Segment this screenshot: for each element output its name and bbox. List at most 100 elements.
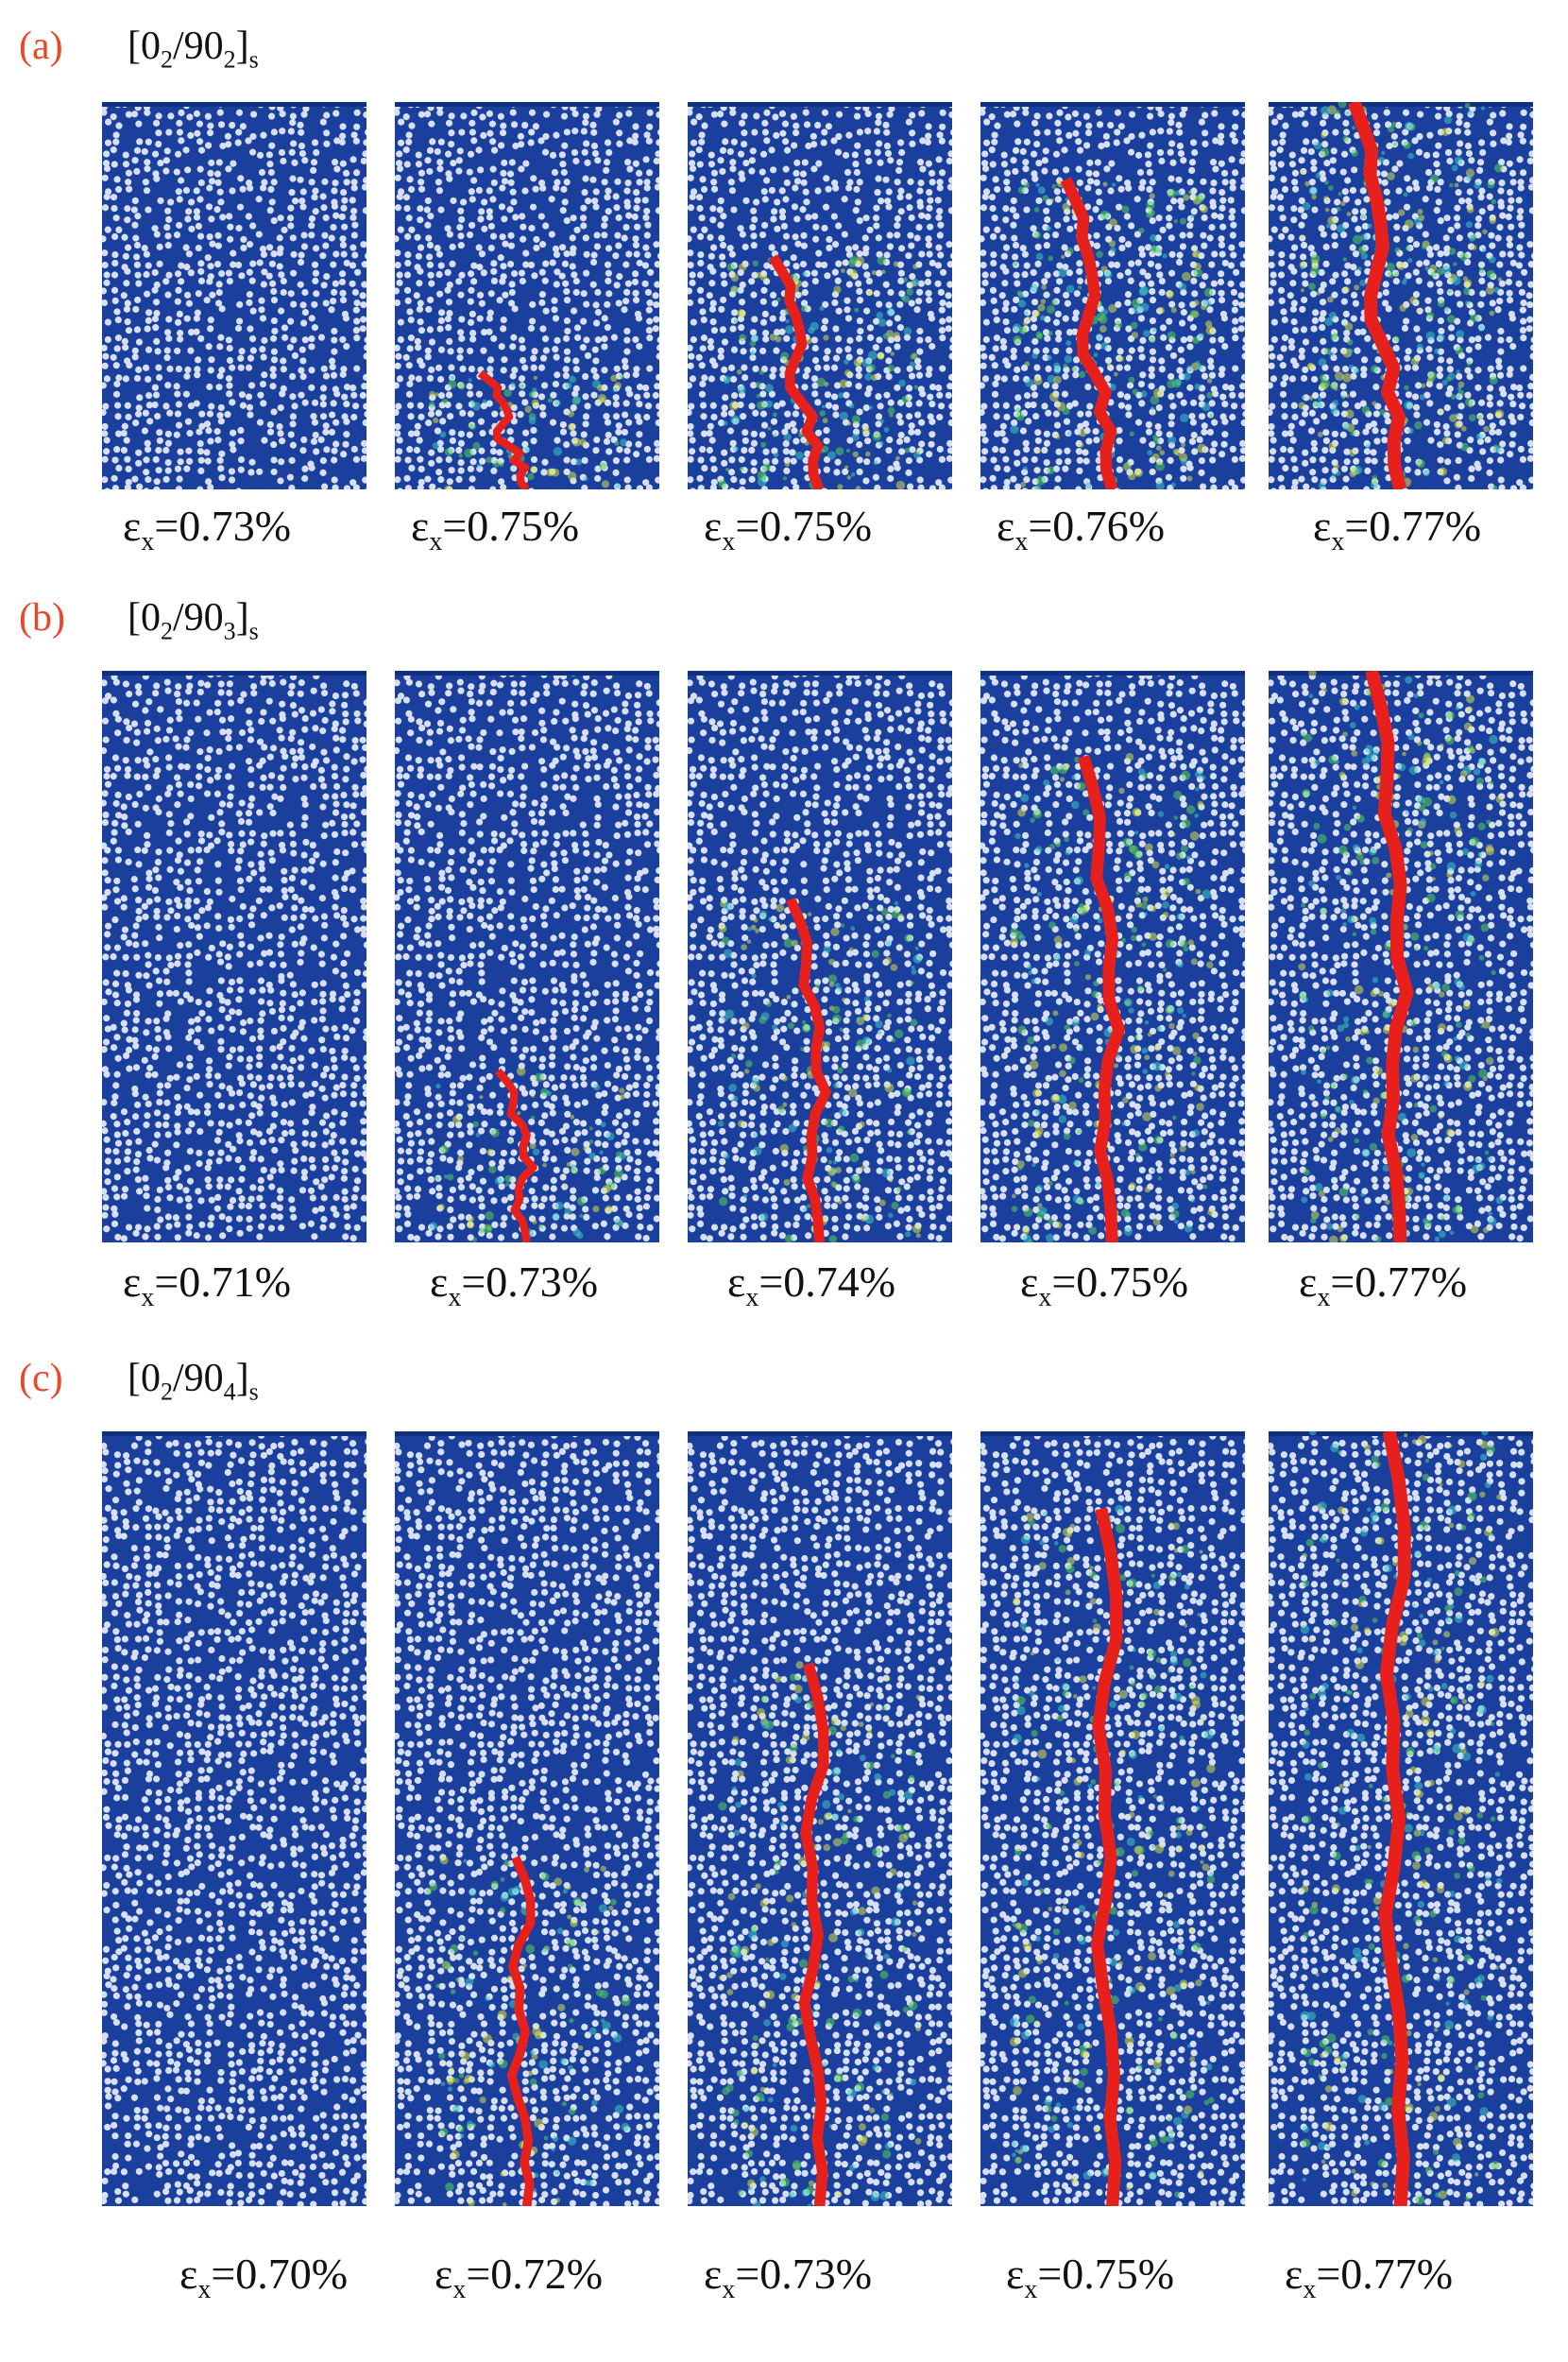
damage-dot (851, 1174, 856, 1179)
damage-dot (1093, 1623, 1101, 1632)
damage-dot (1326, 1223, 1333, 1229)
damage-dot (752, 334, 759, 342)
damage-dot (1325, 208, 1330, 213)
damage-dot (1187, 939, 1194, 946)
damage-dot (775, 1859, 781, 1866)
damage-dot (1419, 1639, 1425, 1646)
damage-dot (1145, 844, 1153, 852)
damage-dot (1016, 1696, 1026, 1705)
damage-dot (783, 476, 787, 480)
damage-dot (1456, 395, 1460, 400)
damage-dot (1440, 780, 1444, 785)
damage-dot (1304, 1773, 1312, 1781)
damage-dot (1347, 339, 1354, 346)
damage-dot (1347, 870, 1352, 875)
damage-dot (1193, 1129, 1201, 1137)
damage-dot (880, 919, 884, 923)
damage-dot (765, 384, 774, 392)
damage-dot (1175, 1948, 1183, 1956)
damage-dot (1464, 1955, 1472, 1962)
damage-dot (1427, 1578, 1432, 1583)
damage-dot (1195, 787, 1199, 791)
damage-dot (1168, 1871, 1175, 1877)
damage-dot (1329, 1236, 1338, 1242)
damage-dot (1131, 322, 1138, 330)
damage-dot (483, 400, 486, 403)
damage-dot (889, 1178, 893, 1182)
damage-dot (1337, 207, 1341, 212)
damage-dot (1079, 429, 1086, 436)
damage-dot (1031, 353, 1037, 359)
damage-dot (724, 378, 729, 384)
strain-symbol: ε (430, 1258, 448, 1306)
damage-dot (1364, 1445, 1371, 1451)
damage-dot (1373, 1896, 1382, 1905)
damage-dot (1449, 1604, 1454, 1609)
damage-dot (1448, 1506, 1457, 1515)
damage-dot (1014, 1849, 1021, 1856)
damage-dot (1352, 126, 1355, 129)
damage-dot (1462, 848, 1469, 855)
micro-tile-svg (102, 671, 366, 1242)
micro-tile-svg (688, 102, 952, 489)
damage-dot (1345, 1036, 1351, 1042)
damage-dot (1421, 1162, 1424, 1166)
damage-dot (1145, 1187, 1150, 1192)
damage-dot (1064, 1133, 1070, 1139)
damage-dot (765, 1958, 770, 1962)
damage-dot (856, 486, 861, 489)
damage-dot (570, 1920, 577, 1927)
damage-dot (1022, 1627, 1026, 1631)
damage-dot (738, 2070, 744, 2077)
damage-dot (718, 1121, 724, 1127)
damage-dot (844, 466, 848, 470)
damage-dot (1467, 206, 1474, 213)
damage-dot (619, 1087, 624, 1093)
damage-dot (1356, 1648, 1362, 1653)
damage-dot (1368, 1845, 1372, 1849)
damage-dot (610, 1899, 617, 1906)
damage-dot (841, 268, 845, 273)
damage-dot (1352, 750, 1358, 757)
damage-dot (740, 467, 744, 471)
damage-dot (751, 2068, 758, 2075)
damage-dot (1071, 801, 1080, 810)
damage-dot (745, 1060, 752, 1067)
damage-dot (723, 420, 727, 425)
damage-dot (1404, 192, 1408, 197)
damage-dot (836, 447, 844, 455)
damage-dot (1417, 2082, 1421, 2086)
damage-dot (1179, 1969, 1183, 1973)
damage-dot (1342, 922, 1347, 927)
damage-dot (1347, 1729, 1355, 1737)
damage-dot (1173, 2117, 1182, 2126)
damage-dot (1021, 2031, 1030, 2040)
damage-dot (1460, 1525, 1466, 1531)
damage-dot (912, 1224, 921, 1233)
damage-dot (745, 2149, 753, 2157)
micro-tile-c-4 (980, 1431, 1245, 2206)
damage-dot (807, 1204, 810, 1207)
damage-dot (1434, 1658, 1440, 1664)
damage-dot (1418, 1901, 1425, 1908)
damage-dot (1425, 2166, 1432, 2173)
damage-dot (468, 2199, 475, 2206)
damage-dot (1184, 2106, 1192, 2114)
damage-dot (1159, 1726, 1165, 1732)
micro-tile-svg (980, 102, 1245, 489)
damage-dot (1135, 891, 1140, 896)
damage-dot (1154, 1045, 1160, 1051)
damage-dot (1126, 2107, 1133, 2114)
damage-dot (895, 1030, 903, 1038)
damage-dot (554, 2170, 560, 2176)
damage-dot (784, 1179, 791, 1186)
damage-dot (1065, 1024, 1070, 1030)
damage-dot (1124, 872, 1132, 880)
damage-dot (1024, 1207, 1033, 1217)
damage-dot (1378, 2159, 1387, 2167)
damage-dot (1423, 754, 1432, 762)
damage-dot (1399, 304, 1406, 312)
damage-dot (1456, 369, 1459, 373)
damage-dot (600, 398, 605, 403)
strain-value: =0.75% (735, 502, 872, 550)
